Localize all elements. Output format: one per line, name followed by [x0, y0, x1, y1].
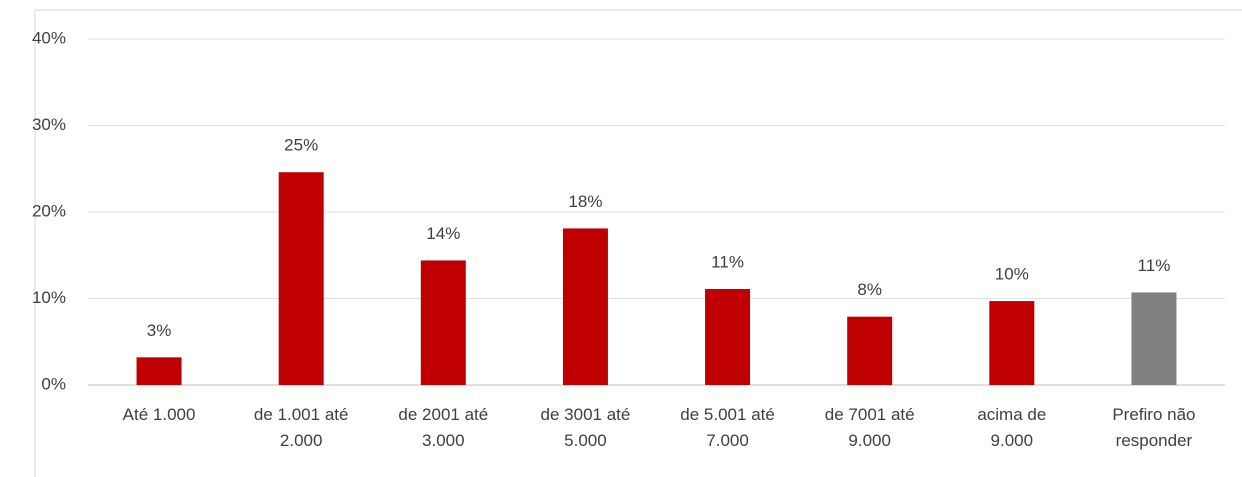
- x-tick-label: de 3001 até 5.000: [540, 405, 631, 450]
- bar: [705, 288, 751, 385]
- data-label: 10%: [995, 265, 1029, 284]
- data-label: 25%: [284, 136, 318, 155]
- y-tick-label: 0%: [41, 374, 66, 393]
- x-tick-label: de 1.001 até 2.000: [253, 405, 349, 450]
- y-tick-label: 20%: [32, 201, 66, 220]
- data-label: 8%: [857, 280, 882, 299]
- data-label: 18%: [568, 192, 602, 211]
- x-tick-label: de 2001 até 3.000: [398, 405, 489, 450]
- bar: [420, 260, 466, 385]
- data-label: 11%: [711, 252, 744, 271]
- bar: [136, 357, 182, 385]
- x-tick-label: Prefiro não responder: [1112, 405, 1196, 450]
- data-label: 14%: [426, 224, 460, 243]
- y-tick-label: 30%: [32, 115, 66, 134]
- bar: [847, 316, 893, 385]
- bar: [1131, 292, 1177, 385]
- x-tick-label: Até 1.000: [122, 405, 196, 424]
- data-label: 3%: [147, 321, 172, 340]
- data-label: 11%: [1138, 256, 1171, 275]
- x-tick-label: de 5.001 até 7.000: [680, 405, 775, 450]
- y-tick-label: 10%: [32, 288, 66, 307]
- bar: [278, 172, 324, 385]
- bar: [989, 301, 1035, 385]
- bar: [562, 228, 608, 385]
- y-tick-label: 40%: [32, 28, 66, 47]
- x-tick-label: acima de 9.000: [977, 405, 1047, 450]
- x-tick-label: de 7001 até 9.000: [824, 405, 915, 450]
